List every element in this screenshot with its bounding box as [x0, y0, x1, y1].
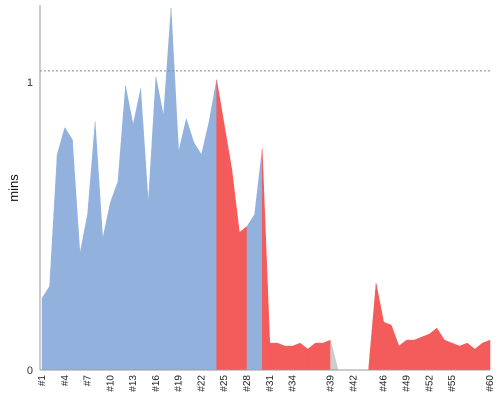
y-tick-label-1: 1 [27, 77, 33, 89]
area-segment-13-success [125, 85, 134, 371]
area-segment-16-success [148, 76, 157, 371]
y-tick-label-0: 0 [27, 365, 33, 377]
area-segment-56-failed [451, 342, 460, 371]
x-tick-label-42: #42 [348, 375, 359, 392]
area-segment-57-failed [459, 342, 468, 371]
area-segment-37-failed [307, 342, 316, 371]
area-segment-23-success [201, 121, 210, 371]
area-segment-28-failed [239, 225, 248, 371]
x-tick-label-52: #52 [424, 375, 435, 392]
area-segment-33-failed [277, 342, 286, 371]
x-tick-label-31: #31 [265, 375, 276, 392]
area-segment-55-failed [444, 339, 453, 371]
area-segment-30-success [254, 148, 263, 371]
x-tick-label-22: #22 [196, 375, 207, 392]
area-segment-22-success [193, 141, 202, 371]
area-segment-8-success [87, 121, 96, 371]
area-segment-34-failed [284, 345, 293, 371]
area-segment-24-success [208, 79, 217, 371]
area-segment-48-failed [391, 325, 400, 371]
area-segment-35-failed [292, 342, 301, 371]
area-segment-36-failed [299, 342, 309, 371]
area-segment-54-failed [436, 327, 445, 371]
x-tick-label-34: #34 [288, 375, 299, 392]
area-segment-53-failed [429, 327, 438, 371]
area-segment-49-failed [398, 339, 407, 371]
x-tick-labels: #1 #4 #7 #10 #13 #16 #19 #22 #25 #28 #31 #34 #39 #42 #… [37, 375, 496, 392]
area-segment-6-success [72, 139, 81, 371]
area-segment-7-success [79, 214, 88, 371]
area-segment-10-success [102, 202, 111, 371]
x-tick-label-46: #46 [379, 375, 390, 392]
area-segment-11-success [110, 181, 119, 371]
area-segment-45-failed [368, 283, 377, 371]
area-segment-39-failed [322, 339, 331, 371]
x-tick-label-7: #7 [83, 375, 94, 387]
y-axis-title: mins [6, 174, 21, 202]
area-segment-14-success [132, 88, 141, 371]
area-segment-25-failed [216, 79, 225, 371]
area-segment-50-failed [406, 339, 415, 371]
area-segment-51-failed [413, 336, 422, 371]
area-segment-60-failed [482, 339, 491, 371]
x-tick-label-10: #10 [105, 375, 116, 392]
area-segment-46-failed [375, 283, 384, 371]
area-segment-12-success [117, 85, 126, 371]
x-tick-label-25: #25 [219, 375, 230, 392]
area-series [41, 7, 491, 371]
area-segment-26-failed [223, 124, 233, 371]
area-segment-47-failed [383, 321, 392, 371]
area-segment-40-missing [330, 340, 339, 371]
x-tick-label-16: #16 [151, 375, 162, 392]
x-tick-label-39: #39 [326, 375, 337, 392]
area-segment-27-failed [231, 169, 240, 371]
x-tick-label-55: #55 [447, 375, 458, 392]
area-segment-31-failed [261, 148, 271, 371]
x-tick-label-1: #1 [37, 375, 48, 387]
area-segment-4-success [56, 127, 66, 371]
area-segment-52-failed [421, 333, 430, 371]
area-segment-21-success [186, 118, 195, 371]
area-segment-5-success [64, 126, 73, 371]
area-segment-2-success [41, 285, 50, 371]
x-tick-label-28: #28 [242, 375, 253, 392]
area-segment-3-success [49, 154, 58, 371]
area-segment-58-failed [466, 342, 476, 371]
area-segment-9-success [94, 121, 103, 371]
area-segment-38-failed [315, 342, 324, 371]
area-segment-32-failed [269, 342, 278, 371]
x-tick-label-49: #49 [401, 375, 412, 392]
area-segment-17-success [155, 76, 164, 371]
x-tick-label-19: #19 [174, 375, 185, 392]
area-segment-29-success [246, 213, 255, 371]
x-tick-label-4: #4 [60, 375, 71, 387]
x-tick-label-13: #13 [128, 375, 139, 392]
area-segment-18-success [163, 7, 172, 371]
x-tick-label-60: #60 [485, 375, 496, 392]
area-segment-59-failed [474, 342, 483, 371]
area-segment-19-success [170, 7, 179, 371]
area-segment-15-success [140, 88, 149, 371]
area-segment-20-success [178, 118, 187, 371]
